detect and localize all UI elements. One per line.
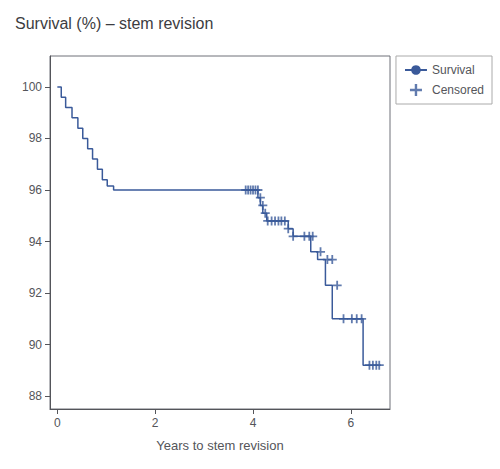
svg-text:90: 90	[29, 338, 43, 352]
svg-text:Censored: Censored	[432, 83, 484, 97]
svg-text:92: 92	[29, 286, 43, 300]
svg-text:2: 2	[152, 416, 159, 430]
svg-text:88: 88	[29, 389, 43, 403]
svg-text:96: 96	[29, 183, 43, 197]
svg-text:Survival (%) – stem revision: Survival (%) – stem revision	[15, 15, 213, 32]
svg-text:4: 4	[250, 416, 257, 430]
svg-text:100: 100	[22, 80, 42, 94]
svg-text:Survival: Survival	[432, 63, 475, 77]
svg-text:98: 98	[29, 131, 43, 145]
svg-text:0: 0	[54, 416, 61, 430]
svg-text:Years to stem revision: Years to stem revision	[156, 438, 283, 453]
svg-text:6: 6	[348, 416, 355, 430]
svg-text:94: 94	[29, 235, 43, 249]
